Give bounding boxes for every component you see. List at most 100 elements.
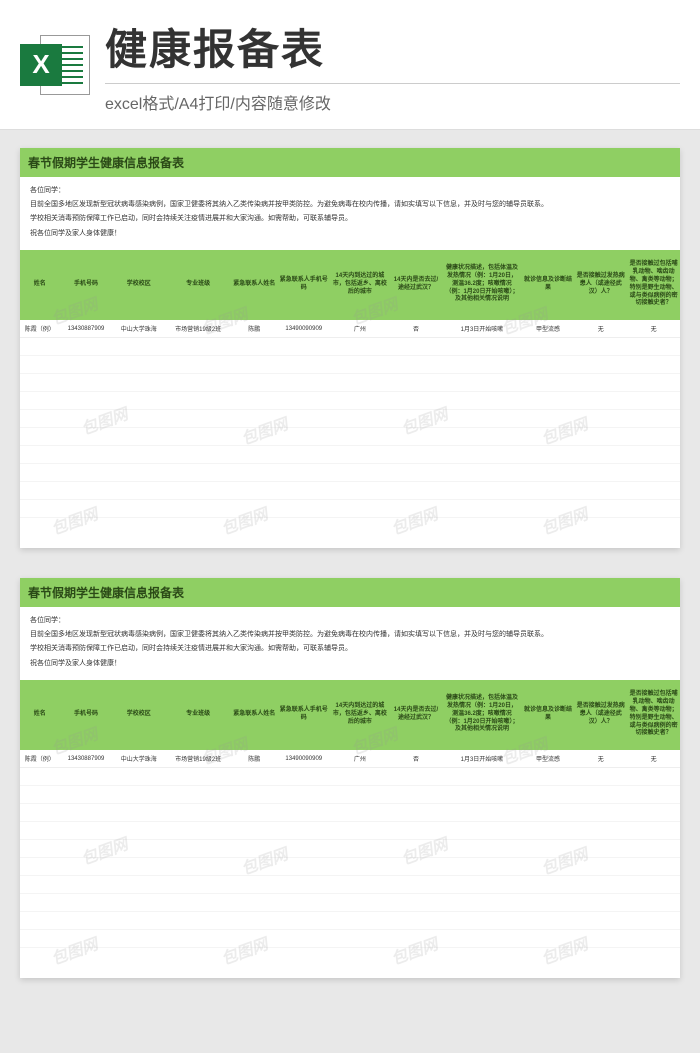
table-row xyxy=(20,876,680,894)
table-cell: 陈霞（例） xyxy=(20,320,60,338)
table-cell xyxy=(165,912,231,930)
table-cell xyxy=(574,876,627,894)
table-cell xyxy=(442,876,521,894)
table-column-header: 紧急联系人姓名 xyxy=(231,680,277,750)
table-row xyxy=(20,356,680,374)
intro-line-2: 学校相关消毒预防保障工作已启动，同时会持续关注疫情进展并和大家沟通。如需帮助，可… xyxy=(30,213,670,224)
table-cell xyxy=(20,500,60,518)
table-cell xyxy=(231,912,277,930)
table-column-header: 姓名 xyxy=(20,250,60,320)
table-cell xyxy=(231,410,277,428)
table-cell xyxy=(390,894,443,912)
table-cell xyxy=(442,338,521,356)
table-cell xyxy=(60,768,113,786)
intro-line-1: 目前全国多地区发现新型冠状病毒感染病例，国家卫健委将其纳入乙类传染病并按甲类防控… xyxy=(30,199,670,210)
table-column-header: 14天内到达过的城市，包括返乡、离校后的城市 xyxy=(330,250,389,320)
table-cell xyxy=(277,464,330,482)
table-cell xyxy=(522,840,575,858)
table-cell xyxy=(231,768,277,786)
table-cell xyxy=(60,500,113,518)
table-cell xyxy=(574,392,627,410)
table-cell xyxy=(330,374,389,392)
sheet-intro: 各位同学： 目前全国多地区发现新型冠状病毒感染病例，国家卫健委将其纳入乙类传染病… xyxy=(20,177,680,250)
sheet-title: 春节假期学生健康信息报备表 xyxy=(20,148,680,177)
table-column-header: 就诊信息及诊断结果 xyxy=(522,250,575,320)
table-cell xyxy=(60,822,113,840)
table-cell xyxy=(60,858,113,876)
table-cell xyxy=(231,822,277,840)
table-cell: 陈鹏 xyxy=(231,320,277,338)
table-cell xyxy=(330,876,389,894)
table-cell: 广州 xyxy=(330,750,389,768)
template-banner: X 健康报备表 excel格式/A4打印/内容随意修改 xyxy=(0,0,700,130)
table-column-header: 是否接触过包括哺乳动物、啮齿动物、禽类等动物；特别是野生动物、或与类似病例的密切… xyxy=(627,250,680,320)
table-cell xyxy=(20,840,60,858)
table-row xyxy=(20,392,680,410)
table-row xyxy=(20,768,680,786)
table-cell xyxy=(60,446,113,464)
table-column-header: 学校校区 xyxy=(112,680,165,750)
table-cell xyxy=(60,392,113,410)
table-cell xyxy=(231,428,277,446)
intro-greeting: 各位同学： xyxy=(30,615,670,626)
table-cell xyxy=(574,894,627,912)
table-row xyxy=(20,338,680,356)
table-cell xyxy=(574,930,627,948)
table-cell xyxy=(574,786,627,804)
table-cell xyxy=(390,858,443,876)
table-cell xyxy=(442,930,521,948)
table-cell xyxy=(165,894,231,912)
table-cell xyxy=(20,822,60,840)
table-cell xyxy=(112,482,165,500)
table-cell xyxy=(330,338,389,356)
table-cell xyxy=(627,930,680,948)
table-cell xyxy=(277,446,330,464)
table-cell xyxy=(442,392,521,410)
table-cell xyxy=(112,392,165,410)
table-cell xyxy=(330,392,389,410)
table-cell xyxy=(231,894,277,912)
table-row xyxy=(20,840,680,858)
table-row xyxy=(20,894,680,912)
table-cell xyxy=(60,464,113,482)
table-row xyxy=(20,410,680,428)
table-cell xyxy=(442,768,521,786)
table-cell xyxy=(390,482,443,500)
table-cell xyxy=(165,876,231,894)
table-cell xyxy=(277,768,330,786)
table-cell xyxy=(330,858,389,876)
table-row xyxy=(20,786,680,804)
table-column-header: 就诊信息及诊断结果 xyxy=(522,680,575,750)
table-cell xyxy=(627,786,680,804)
table-cell xyxy=(277,858,330,876)
table-cell xyxy=(574,858,627,876)
table-cell xyxy=(442,428,521,446)
table-cell xyxy=(574,410,627,428)
table-cell xyxy=(60,894,113,912)
table-cell xyxy=(627,428,680,446)
table-cell xyxy=(442,500,521,518)
table-cell xyxy=(522,410,575,428)
table-cell xyxy=(112,356,165,374)
excel-file-icon: X xyxy=(20,30,90,100)
table-cell xyxy=(165,410,231,428)
table-column-header: 健康状况描述，包括体温及发热情况（例：1月20日，测温36.2度；咳嗽情况（例：… xyxy=(442,250,521,320)
table-cell xyxy=(20,338,60,356)
table-cell: 否 xyxy=(390,750,443,768)
table-cell xyxy=(165,338,231,356)
table-row xyxy=(20,804,680,822)
table-cell xyxy=(231,840,277,858)
table-cell xyxy=(390,876,443,894)
table-cell xyxy=(112,858,165,876)
table-cell xyxy=(60,786,113,804)
table-cell xyxy=(112,804,165,822)
table-cell xyxy=(442,786,521,804)
table-cell xyxy=(112,930,165,948)
table-column-header: 14天内到达过的城市，包括返乡、离校后的城市 xyxy=(330,680,389,750)
table-cell xyxy=(20,786,60,804)
table-column-header: 紧急联系人手机号码 xyxy=(277,250,330,320)
table-cell: 否 xyxy=(390,320,443,338)
preview-area: 春节假期学生健康信息报备表 各位同学： 目前全国多地区发现新型冠状病毒感染病例，… xyxy=(0,130,700,1026)
table-cell: 甲型流感 xyxy=(522,320,575,338)
table-cell xyxy=(442,822,521,840)
